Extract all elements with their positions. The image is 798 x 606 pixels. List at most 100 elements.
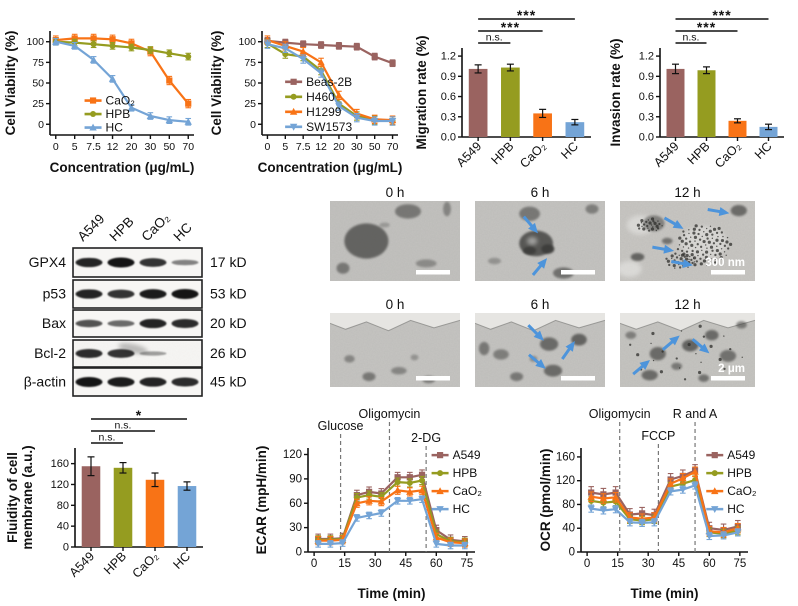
particle-dot [708, 229, 712, 233]
particle-dot [688, 258, 690, 261]
particle-dot [691, 261, 694, 265]
particle-dot [711, 237, 714, 240]
y-axis-title: Cell Viability (%) [209, 31, 224, 136]
marker-triangle-up [599, 494, 608, 502]
y-tick-label: 80 [562, 499, 575, 511]
particle-dot [642, 227, 646, 231]
marker-triangle-up [165, 116, 174, 124]
arrow-icon [527, 324, 544, 341]
tem-micrograph [330, 201, 460, 281]
marker-triangle-up [365, 496, 373, 504]
event-label: R and A [673, 407, 718, 421]
marker-triangle-down [299, 56, 307, 63]
particle-dot [645, 220, 648, 224]
particle-dot [725, 254, 727, 256]
particle-dot [712, 227, 717, 231]
blot-band-Bcl-2 [107, 349, 135, 358]
marker-triangle-up [377, 497, 386, 505]
marker-triangle-up [184, 117, 192, 125]
event-label: Glucose [318, 419, 364, 433]
particle-dot [665, 257, 668, 260]
particle-dot [661, 350, 664, 353]
extracellular-space [475, 313, 605, 331]
particle-dot [711, 233, 714, 236]
y-tick-label: 120 [556, 475, 575, 487]
particle-dot [675, 256, 679, 259]
particle-dot [682, 234, 686, 237]
particle-dot [720, 238, 725, 243]
marker-circle [419, 477, 426, 484]
x-tick-label: 5 [282, 141, 288, 153]
sig-label: *** [517, 7, 536, 23]
bar-CaO₂ [728, 120, 747, 137]
tem-image-row1-12h: 300 nm [617, 201, 755, 286]
tem-label-row1-0h: 0 h [385, 185, 405, 200]
particle-dot [680, 330, 683, 332]
organelle-blob [571, 333, 587, 346]
particle-dot [715, 231, 719, 235]
legend-item-label: HPB [453, 466, 478, 480]
bar-HC [565, 122, 585, 137]
marker-square [371, 53, 378, 60]
particle-dot [671, 257, 673, 260]
x-tick-label: 70 [182, 141, 194, 153]
chart-svg-invasion: 0.0 0.3 0.6 0.9 1.2 Invasion rate (%) A549 HPB C… [608, 7, 784, 171]
marker-square [335, 42, 343, 49]
x-tick-label: 7.5 [86, 141, 101, 153]
particle-dot [699, 245, 703, 248]
lane-header-CaO₂: CaO₂ [139, 210, 173, 244]
chart-svg-migration: 0.0 0.3 0.6 0.9 1.2 Migration rate (%) A549 HPB… [414, 7, 591, 171]
particle-dot [698, 228, 701, 232]
particle-dot [696, 243, 699, 246]
legend: A549 HPB CaO₂ HC [431, 448, 482, 516]
organelle-blob [510, 372, 524, 382]
marker-triangle-down [705, 532, 714, 540]
y-tick-label: 75 [244, 57, 256, 69]
particle-dot [715, 248, 719, 253]
x-tick-label: 50 [369, 141, 381, 153]
y-tick-label: 100 [238, 36, 256, 48]
protein-label-Bcl-2: Bcl-2 [34, 345, 66, 361]
marker-triangle-down [281, 45, 290, 53]
particle-dot [710, 257, 712, 260]
marker-triangle-down [599, 507, 608, 515]
organelle-blob [519, 206, 540, 221]
particle-dot [722, 235, 724, 238]
organelle-blob [344, 355, 355, 363]
sig-label: n.s. [486, 32, 503, 44]
marker-square [290, 78, 297, 85]
marker-triangle-up [666, 479, 675, 487]
sig-label: * [136, 408, 142, 423]
organelle-blob [719, 350, 737, 362]
particle-dot [702, 335, 706, 338]
y-tick-label: 50 [32, 78, 44, 90]
particle-cluster [636, 217, 663, 232]
particle-dot [646, 224, 649, 228]
y-tick-label: 0.9 [639, 71, 654, 83]
marker-triangle-down [436, 506, 444, 514]
y-tick-label: 30 [289, 522, 302, 534]
series-line [55, 40, 189, 58]
particle-dot [706, 247, 708, 249]
particle-dot [716, 245, 718, 248]
y-tick-label: 1.2 [639, 51, 654, 63]
blot-band-Bcl-2 [139, 351, 167, 356]
blot-band-GPX4 [107, 257, 135, 268]
protein-label-Bax: Bax [42, 315, 66, 331]
y-tick-label: 0.0 [639, 132, 654, 144]
particle-dot [697, 254, 699, 257]
particle-dot [685, 250, 689, 253]
panel-invasion-rate: 0.0 0.3 0.6 0.9 1.2 Invasion rate (%) A549 HPB C… [605, 0, 798, 189]
particle-dot [670, 254, 674, 258]
organelle-blob [478, 341, 490, 356]
blot-band-GPX4 [75, 257, 103, 268]
particle-dot [661, 225, 663, 227]
marker-square [128, 40, 135, 47]
weight-label-Bax: 20 kD [210, 315, 247, 331]
legend: A549 HPB CaO₂ HC [706, 448, 757, 516]
particle-dot [688, 229, 690, 231]
legend-item-label: Beas-2B [306, 75, 352, 89]
particle-dot [682, 260, 684, 262]
organelle-blob [543, 364, 563, 377]
